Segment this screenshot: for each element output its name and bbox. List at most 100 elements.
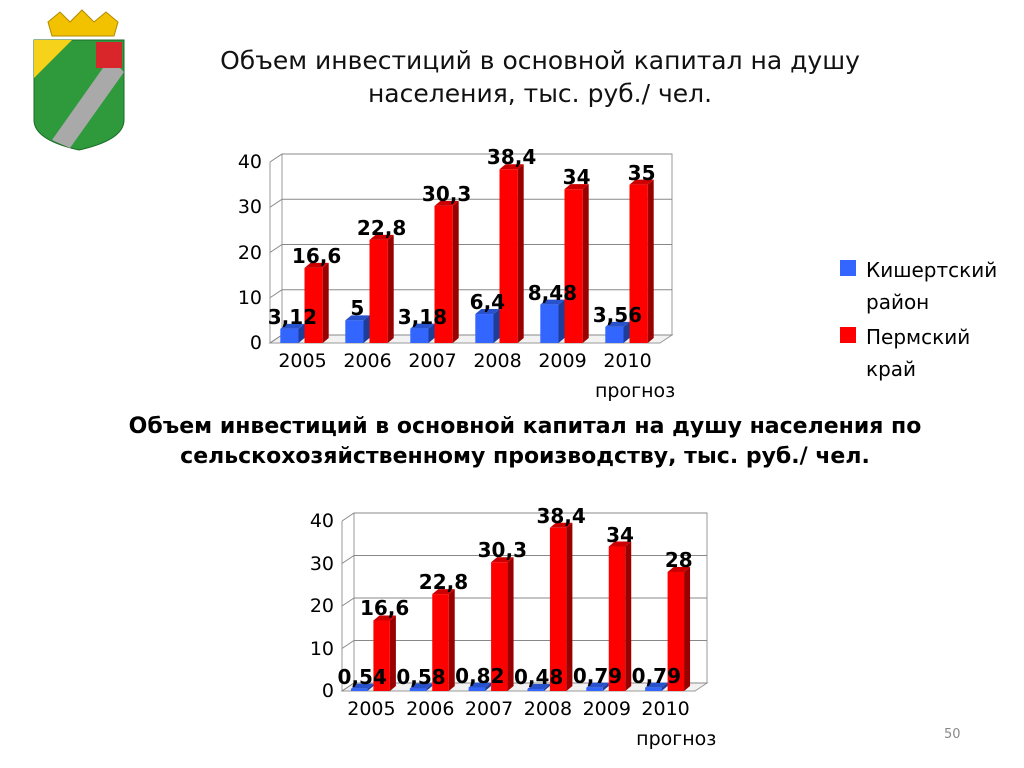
- x-tick-label: 2006: [406, 698, 455, 720]
- bar: [667, 572, 685, 691]
- bar: [350, 688, 368, 691]
- bar-top: [667, 567, 691, 572]
- bar: [629, 184, 648, 343]
- bar-side: [582, 184, 589, 343]
- y-tick-label: 30: [309, 552, 334, 575]
- chart-title: Объем инвестиций в основной капитал на д…: [128, 414, 922, 469]
- x-tick-label: 2009: [582, 698, 631, 720]
- bar-top: [527, 683, 550, 689]
- x-tick-label: 2009: [538, 350, 587, 372]
- bar-top: [468, 682, 492, 688]
- data-label: 30,3: [421, 181, 472, 206]
- bar-top: [605, 321, 630, 327]
- data-label: 16,6: [291, 243, 342, 268]
- data-label: 0,79: [631, 663, 682, 688]
- bar-side: [558, 299, 565, 343]
- bar-top: [373, 615, 396, 621]
- data-label: 5: [350, 296, 365, 321]
- bar-side: [426, 683, 433, 691]
- bar: [527, 688, 544, 691]
- grid-line: [341, 597, 707, 607]
- data-label: 0,79: [572, 663, 623, 688]
- crown: [47, 9, 119, 37]
- grid-line: [269, 289, 672, 299]
- bar: [608, 546, 626, 691]
- bar-top: [645, 682, 668, 688]
- bar-side: [623, 321, 630, 343]
- x-tick-label: 2008: [473, 350, 522, 372]
- bar-side: [452, 200, 459, 343]
- bar-top: [345, 315, 370, 321]
- y-tick-label: 30: [237, 196, 262, 219]
- bar-top: [409, 683, 433, 689]
- bar: [409, 688, 427, 691]
- x-tick-label: 2005: [278, 350, 327, 372]
- data-label: 0,54: [337, 664, 387, 689]
- y-tick-label: 0: [249, 332, 262, 354]
- data-label: 8,48: [527, 280, 578, 305]
- x-tick-label: 2006: [343, 350, 392, 372]
- x-tick-label: 2007: [408, 350, 457, 372]
- data-label: 22,8: [356, 215, 407, 240]
- bar-top: [491, 557, 514, 563]
- bar: [645, 687, 662, 691]
- bar-side: [298, 323, 305, 343]
- bar-side: [684, 567, 691, 691]
- y-tick-label: 40: [309, 510, 334, 532]
- data-label: 38,4: [486, 145, 537, 170]
- bar-side: [566, 522, 573, 691]
- bar: [540, 304, 559, 343]
- data-label: 34: [562, 165, 591, 190]
- bar-top: [350, 683, 374, 689]
- bar-top: [586, 682, 609, 688]
- bar-side: [367, 683, 374, 691]
- data-label: 6,4: [469, 290, 506, 315]
- legend-label: Пермский край: [866, 325, 971, 381]
- chart-title: Объем инвестиций в основной капитал на д…: [220, 46, 860, 108]
- bar-side: [517, 164, 524, 343]
- legend-label: Кишертский район: [866, 258, 998, 314]
- y-tick-label: 20: [237, 241, 262, 264]
- grid-line: [269, 244, 672, 253]
- bar: [280, 328, 299, 343]
- data-label: 3,12: [267, 304, 318, 329]
- legend-swatch: [840, 260, 856, 276]
- bar-side: [625, 541, 632, 691]
- canton: [96, 42, 122, 68]
- grid-line: [341, 555, 707, 564]
- y-tick-label: 20: [309, 595, 334, 617]
- bar: [491, 562, 508, 691]
- bar-top: [432, 589, 455, 595]
- bar-side: [389, 615, 396, 691]
- y-tick-label: 40: [237, 151, 262, 173]
- grid-line: [341, 512, 707, 522]
- bar: [468, 687, 486, 691]
- y-tick-label: 0: [321, 680, 334, 702]
- x-tick-label: 2007: [464, 698, 514, 720]
- data-label: 3,56: [592, 302, 643, 327]
- bar: [432, 594, 449, 691]
- bar-top: [475, 309, 500, 315]
- bar-top: [549, 522, 573, 528]
- bar-side: [322, 262, 329, 343]
- data-label: 16,6: [359, 596, 410, 621]
- legend-swatch: [840, 327, 856, 343]
- bar: [373, 620, 390, 691]
- data-label: 34: [606, 522, 634, 547]
- bar: [410, 328, 429, 343]
- bar-top: [434, 200, 459, 206]
- bar: [369, 239, 388, 343]
- bar-side: [387, 234, 394, 343]
- data-label: 35: [627, 160, 656, 185]
- data-label: 0,82: [455, 663, 505, 688]
- bar: [434, 205, 453, 343]
- y-tick-label: 10: [309, 637, 334, 660]
- bar-side: [507, 557, 514, 691]
- data-label: 22,8: [418, 570, 469, 595]
- bar: [549, 527, 567, 691]
- bar-top: [280, 323, 305, 329]
- grid-line: [269, 153, 672, 163]
- bar-top: [304, 262, 329, 268]
- bar: [304, 267, 323, 343]
